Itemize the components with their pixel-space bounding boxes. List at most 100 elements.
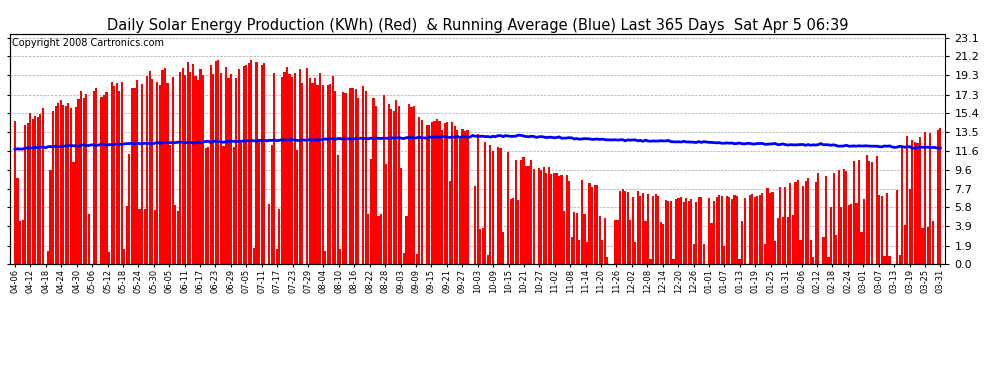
Bar xyxy=(439,121,441,264)
Bar xyxy=(418,117,421,264)
Bar xyxy=(825,176,827,264)
Bar xyxy=(901,147,903,264)
Bar xyxy=(748,195,750,264)
Bar xyxy=(708,198,710,264)
Bar xyxy=(659,222,661,264)
Bar xyxy=(151,80,153,264)
Bar xyxy=(835,235,838,264)
Bar xyxy=(164,68,166,264)
Bar xyxy=(317,85,319,264)
Bar xyxy=(558,176,560,264)
Bar xyxy=(27,123,29,264)
Bar xyxy=(552,173,555,264)
Bar xyxy=(847,205,850,264)
Bar xyxy=(448,181,450,264)
Bar xyxy=(502,232,504,264)
Bar xyxy=(32,119,34,264)
Bar xyxy=(912,140,914,264)
Bar xyxy=(512,198,515,264)
Bar xyxy=(233,147,235,264)
Bar xyxy=(202,75,204,264)
Bar xyxy=(429,125,431,264)
Bar xyxy=(550,174,552,264)
Bar xyxy=(252,248,255,264)
Bar xyxy=(192,64,194,264)
Bar xyxy=(927,227,929,264)
Bar xyxy=(497,147,499,264)
Bar xyxy=(458,139,461,264)
Bar xyxy=(258,141,260,264)
Bar xyxy=(248,63,249,264)
Bar xyxy=(487,255,489,264)
Bar xyxy=(260,65,262,264)
Bar xyxy=(54,106,56,264)
Bar xyxy=(517,200,520,264)
Bar xyxy=(57,104,59,264)
Bar xyxy=(547,167,549,264)
Bar xyxy=(228,78,230,264)
Bar xyxy=(766,188,768,264)
Bar xyxy=(818,173,820,264)
Bar xyxy=(863,199,865,264)
Bar xyxy=(761,194,763,264)
Bar xyxy=(184,75,186,264)
Bar xyxy=(148,70,150,264)
Bar xyxy=(337,155,339,264)
Bar xyxy=(876,156,878,264)
Bar xyxy=(314,78,316,264)
Bar xyxy=(492,151,494,264)
Bar xyxy=(17,177,19,264)
Bar xyxy=(276,249,278,264)
Bar xyxy=(883,256,885,264)
Bar xyxy=(881,196,883,264)
Bar xyxy=(779,187,781,264)
Bar xyxy=(479,229,481,264)
Bar xyxy=(852,161,855,264)
Bar xyxy=(388,105,390,264)
Bar xyxy=(596,185,598,264)
Bar xyxy=(296,150,298,264)
Bar xyxy=(842,168,844,264)
Bar xyxy=(922,228,924,264)
Bar xyxy=(677,198,679,264)
Bar xyxy=(657,196,659,264)
Bar xyxy=(642,194,644,264)
Bar xyxy=(311,83,314,264)
Bar xyxy=(736,196,739,264)
Bar xyxy=(345,93,346,264)
Bar xyxy=(533,168,535,264)
Bar xyxy=(909,189,911,264)
Bar xyxy=(129,154,131,264)
Bar xyxy=(241,142,243,264)
Bar xyxy=(703,244,705,264)
Bar xyxy=(14,121,16,264)
Bar xyxy=(24,124,26,264)
Bar xyxy=(189,72,191,264)
Bar xyxy=(776,218,779,264)
Bar xyxy=(223,146,225,264)
Bar xyxy=(830,207,833,264)
Bar xyxy=(670,201,672,264)
Bar xyxy=(179,72,181,264)
Bar xyxy=(118,91,121,264)
Bar xyxy=(601,240,603,264)
Bar xyxy=(771,192,773,264)
Bar xyxy=(464,130,466,264)
Bar xyxy=(136,80,138,264)
Bar xyxy=(47,251,50,264)
Bar xyxy=(93,91,95,264)
Bar xyxy=(599,216,601,264)
Bar xyxy=(255,62,257,264)
Bar xyxy=(134,88,136,264)
Bar xyxy=(538,168,540,264)
Bar xyxy=(225,67,227,264)
Bar xyxy=(787,217,789,264)
Bar xyxy=(729,197,731,264)
Bar xyxy=(940,129,941,264)
Bar xyxy=(614,220,616,264)
Bar xyxy=(698,198,700,264)
Bar xyxy=(52,111,54,264)
Bar xyxy=(682,202,685,264)
Bar xyxy=(627,192,629,264)
Bar xyxy=(210,65,212,264)
